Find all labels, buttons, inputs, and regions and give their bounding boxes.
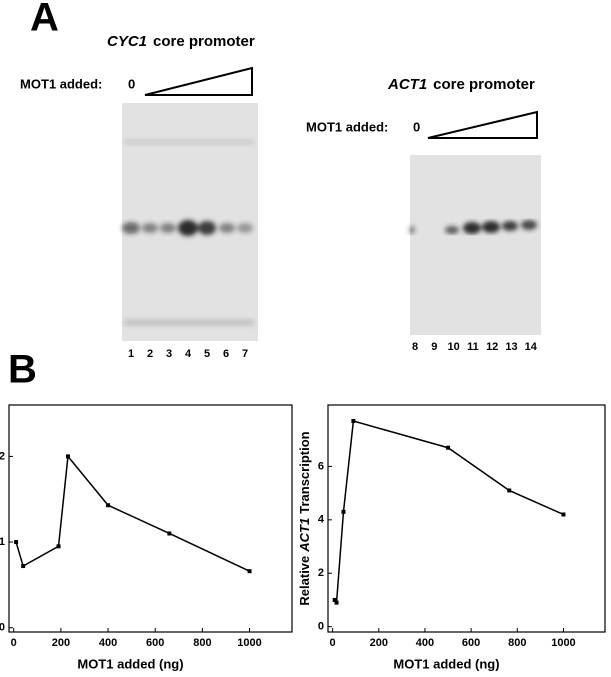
x-tick-label: 1000 <box>551 637 575 649</box>
point <box>351 419 356 424</box>
x-tick-label: 200 <box>370 637 388 649</box>
x-tick-label: 0 <box>330 637 336 649</box>
gel-image <box>122 103 258 341</box>
y-label-part: Relative <box>297 556 312 606</box>
title: core promoter <box>433 76 535 93</box>
lane-number: 10 <box>447 341 459 353</box>
gradient-triangle <box>427 110 538 139</box>
y-tick-label: 6 <box>318 460 324 472</box>
x-tick-label: 600 <box>146 637 164 649</box>
lane-number: 9 <box>431 341 437 353</box>
plot-frame <box>327 404 606 633</box>
mot1-label: MOT1 added: <box>20 76 102 91</box>
gene: ACT1 <box>387 76 427 93</box>
point <box>561 512 566 517</box>
panel-label: A <box>30 0 59 40</box>
line <box>15 454 250 572</box>
y-tick-label: 1 <box>0 536 5 548</box>
point <box>14 540 19 545</box>
lane-number: 5 <box>204 348 210 360</box>
gene: CYC1 <box>107 33 147 50</box>
x-axis-label: MOT1 added (ng) <box>77 656 183 671</box>
y-tick-label: 4 <box>318 514 325 526</box>
x-tick-label: 800 <box>193 637 211 649</box>
x-tick-label: 800 <box>508 637 526 649</box>
title: core promoter <box>153 33 255 50</box>
gel-title: CYC1 core promoter <box>107 33 255 50</box>
x-tick-label: 200 <box>52 637 70 649</box>
lane-number: 13 <box>505 341 517 353</box>
point <box>332 597 337 602</box>
y-label-gene: ACT1 <box>297 518 312 553</box>
y-tick-label: 2 <box>318 567 324 579</box>
y-tick-label: 2 <box>0 450 5 462</box>
point <box>247 569 252 574</box>
lane-number: 2 <box>147 348 153 360</box>
point <box>446 445 451 450</box>
gel-title: ACT1 core promoter <box>387 76 535 93</box>
x-tick-label: 0 <box>11 637 17 649</box>
x-tick-label: 600 <box>462 637 480 649</box>
lane-number: 8 <box>412 341 418 353</box>
point <box>106 503 111 508</box>
chart: 0 200 400 600 800 1000 0 2 4 6 MOT1 added (ng) Rela… <box>297 404 606 671</box>
lane-number: 4 <box>185 348 192 360</box>
point <box>341 509 346 514</box>
y-axis-label: Relative ACT1 Transcription <box>297 431 312 605</box>
x-tick-label: 400 <box>99 637 117 649</box>
lane-number: 11 <box>467 341 479 353</box>
panel-label: B <box>8 348 37 392</box>
lane-number: 6 <box>223 348 229 360</box>
lane-number: 1 <box>128 348 134 360</box>
lane-number: 3 <box>166 348 172 360</box>
y-tick-label: 0 <box>318 621 324 633</box>
mot1-label: MOT1 added: <box>306 119 388 134</box>
gel-image <box>409 155 541 335</box>
lane-number: 14 <box>525 341 538 353</box>
lane-number: 7 <box>242 348 248 360</box>
plot-frame <box>8 404 293 633</box>
point <box>507 488 512 493</box>
x-tick-label: 400 <box>416 637 434 649</box>
point <box>334 600 339 605</box>
point <box>56 544 61 549</box>
x-axis-label: MOT1 added (ng) <box>393 656 499 671</box>
x-tick-label: 1000 <box>237 637 261 649</box>
gradient-triangle <box>144 66 253 96</box>
lane-number: 12 <box>486 341 498 353</box>
zero-label: 0 <box>128 76 135 91</box>
point <box>65 454 70 459</box>
y-label-part: Transcription <box>297 431 312 513</box>
zero-label: 0 <box>413 119 420 134</box>
point <box>21 564 26 569</box>
point <box>167 531 172 536</box>
y-tick-label: 0 <box>0 622 5 634</box>
